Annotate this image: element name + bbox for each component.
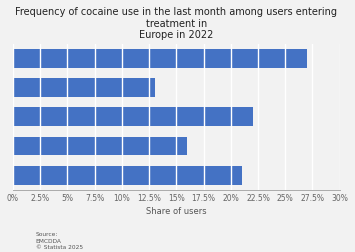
Text: Source:
EMCDDA
© Statista 2025: Source: EMCDDA © Statista 2025 [36, 231, 83, 249]
Bar [13, 137, 187, 156]
Bar [13, 50, 307, 69]
Bar [13, 108, 252, 127]
Title: Frequency of cocaine use in the last month among users entering treatment in
Eur: Frequency of cocaine use in the last mon… [15, 7, 337, 40]
X-axis label: Share of users: Share of users [146, 206, 207, 215]
Bar [13, 166, 242, 185]
Bar [13, 79, 154, 98]
